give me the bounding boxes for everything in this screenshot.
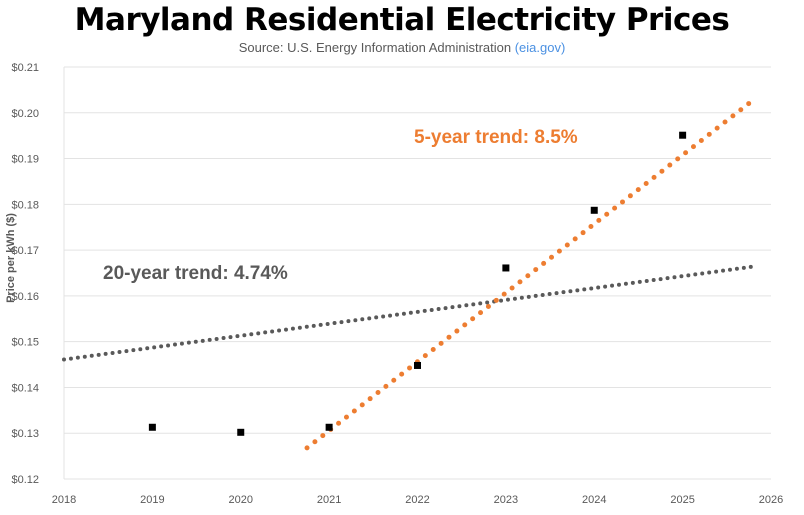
- y-axis-label: Price per kWh ($): [5, 213, 17, 303]
- y-tick-label: $0.16: [11, 291, 39, 303]
- chart-title: Maryland Residential Electricity Prices: [74, 2, 730, 38]
- x-tick-label: 2023: [494, 494, 518, 506]
- x-tick-label: 2019: [140, 494, 164, 506]
- x-tick-label: 2024: [582, 494, 606, 506]
- trendline-5-year: [304, 97, 756, 451]
- y-tick-label: $0.18: [11, 199, 39, 211]
- data-point: [679, 131, 687, 139]
- chart-subtitle: Source: U.S. Energy Information Administ…: [0, 40, 804, 55]
- x-tick-label: 2018: [52, 494, 76, 506]
- y-tick-label: $0.21: [11, 62, 39, 74]
- trend-label-5-year: 5-year trend: 8.5%: [414, 127, 578, 148]
- trend-label-20-year: 20-year trend: 4.74%: [103, 263, 288, 284]
- data-point: [590, 206, 598, 214]
- data-point: [237, 428, 245, 436]
- x-tick-label: 2022: [405, 494, 429, 506]
- y-tick-label: $0.20: [11, 108, 39, 120]
- y-tick-label: $0.17: [11, 245, 39, 257]
- y-tick-label: $0.13: [11, 428, 39, 440]
- y-tick-label: $0.14: [11, 382, 39, 394]
- data-point: [325, 423, 333, 431]
- data-point: [148, 423, 156, 431]
- y-tick-label: $0.12: [11, 474, 39, 486]
- source-link[interactable]: (eia.gov): [514, 40, 566, 55]
- x-tick-label: 2025: [670, 494, 694, 506]
- trendline-20-year: [62, 264, 756, 362]
- x-tick-label: 2020: [229, 494, 253, 506]
- data-point: [502, 264, 510, 272]
- y-tick-label: $0.15: [11, 337, 39, 349]
- source-text: Source: U.S. Energy Information Administ…: [238, 40, 512, 55]
- x-tick-label: 2026: [759, 494, 783, 506]
- x-tick-label: 2021: [317, 494, 341, 506]
- y-tick-label: $0.19: [11, 154, 39, 166]
- data-point: [414, 361, 421, 369]
